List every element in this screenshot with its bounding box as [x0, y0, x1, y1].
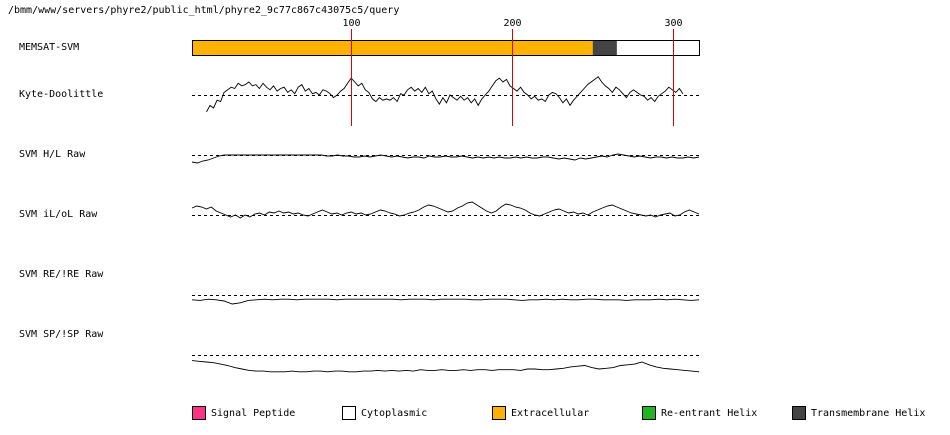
legend-label: Re-entrant Helix — [661, 408, 757, 419]
legend-label: Extracellular — [511, 408, 589, 419]
profile-line — [191, 360, 700, 373]
topology-segment — [592, 41, 617, 55]
track-label: SVM H/L Raw — [19, 149, 86, 160]
legend-label: Transmembrane Helix — [811, 408, 925, 419]
profile-line — [191, 298, 700, 305]
profile-line — [206, 76, 684, 113]
header-path: /bmm/www/servers/phyre2/public_html/phyr… — [8, 5, 400, 16]
legend-swatch — [342, 406, 356, 420]
legend-label: Cytoplasmic — [361, 408, 427, 419]
profile-line — [191, 201, 700, 219]
segment-bar-outline — [192, 40, 700, 56]
profile-line — [191, 153, 700, 164]
legend-swatch — [492, 406, 506, 420]
track-label: MEMSAT-SVM — [19, 42, 79, 53]
topology-segment — [616, 41, 699, 55]
legend-swatch — [792, 406, 806, 420]
track-label: SVM iL/oL Raw — [19, 209, 98, 220]
legend-swatch — [192, 406, 206, 420]
tick-label: 100 — [342, 18, 360, 29]
legend-label: Signal Peptide — [211, 408, 295, 419]
tick-label: 300 — [664, 18, 682, 29]
legend-swatch — [642, 406, 656, 420]
track-label: SVM SP/!SP Raw — [19, 329, 104, 340]
tick-label: 200 — [503, 18, 521, 29]
topology-segment — [192, 41, 593, 55]
track-label: SVM RE/!RE Raw — [19, 269, 104, 280]
track-label: Kyte-Doolittle — [19, 89, 103, 100]
